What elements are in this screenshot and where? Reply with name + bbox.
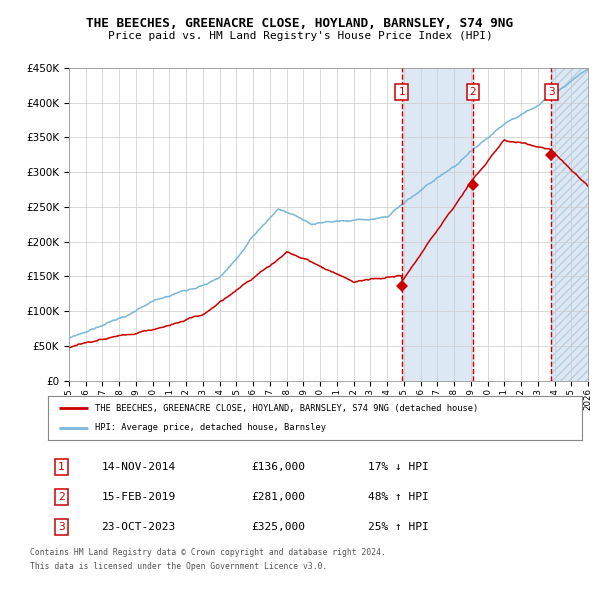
Text: 23-OCT-2023: 23-OCT-2023 [101, 522, 176, 532]
Text: THE BEECHES, GREENACRE CLOSE, HOYLAND, BARNSLEY, S74 9NG (detached house): THE BEECHES, GREENACRE CLOSE, HOYLAND, B… [95, 404, 478, 412]
Bar [551, 68, 588, 381]
Text: 2: 2 [470, 87, 476, 97]
Text: Contains HM Land Registry data © Crown copyright and database right 2024.: Contains HM Land Registry data © Crown c… [30, 548, 386, 556]
Text: 48% ↑ HPI: 48% ↑ HPI [368, 492, 429, 502]
Text: £325,000: £325,000 [251, 522, 305, 532]
Text: 14-NOV-2014: 14-NOV-2014 [101, 462, 176, 471]
Text: 15-FEB-2019: 15-FEB-2019 [101, 492, 176, 502]
Text: This data is licensed under the Open Government Licence v3.0.: This data is licensed under the Open Gov… [30, 562, 328, 571]
Text: £136,000: £136,000 [251, 462, 305, 471]
Bar [401, 68, 473, 381]
Text: 17% ↓ HPI: 17% ↓ HPI [368, 462, 429, 471]
Text: 25% ↑ HPI: 25% ↑ HPI [368, 522, 429, 532]
Text: HPI: Average price, detached house, Barnsley: HPI: Average price, detached house, Barn… [95, 424, 326, 432]
Bar [551, 68, 588, 381]
Text: 3: 3 [58, 522, 65, 532]
Text: Price paid vs. HM Land Registry's House Price Index (HPI): Price paid vs. HM Land Registry's House … [107, 31, 493, 41]
Text: 1: 1 [398, 87, 405, 97]
Text: 1: 1 [58, 462, 65, 471]
Text: 3: 3 [548, 87, 554, 97]
Text: 2: 2 [58, 492, 65, 502]
Text: £281,000: £281,000 [251, 492, 305, 502]
Text: THE BEECHES, GREENACRE CLOSE, HOYLAND, BARNSLEY, S74 9NG: THE BEECHES, GREENACRE CLOSE, HOYLAND, B… [86, 17, 514, 30]
